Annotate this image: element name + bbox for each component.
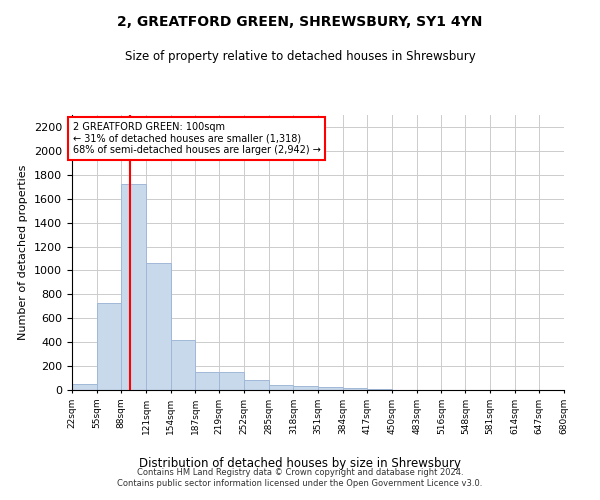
Bar (97, 302, 121, 390)
Bar (293, 386, 318, 390)
Bar (367, 389, 392, 390)
Y-axis label: Number of detached properties: Number of detached properties (19, 165, 28, 340)
Text: Contains HM Land Registry data © Crown copyright and database right 2024.
Contai: Contains HM Land Registry data © Crown c… (118, 468, 482, 487)
Bar (343, 388, 367, 390)
Bar (318, 387, 343, 390)
Text: 2 GREATFORD GREEN: 100sqm
← 31% of detached houses are smaller (1,318)
68% of se: 2 GREATFORD GREEN: 100sqm ← 31% of detac… (73, 122, 320, 156)
Bar (146, 264, 170, 390)
Bar (121, 184, 146, 390)
Bar (196, 372, 220, 390)
Bar (269, 385, 293, 390)
Bar (170, 340, 196, 390)
Bar (244, 380, 269, 390)
Text: 2, GREATFORD GREEN, SHREWSBURY, SY1 4YN: 2, GREATFORD GREEN, SHREWSBURY, SY1 4YN (118, 15, 482, 29)
Bar (220, 372, 244, 390)
Text: Size of property relative to detached houses in Shrewsbury: Size of property relative to detached ho… (125, 50, 475, 63)
Text: Distribution of detached houses by size in Shrewsbury: Distribution of detached houses by size … (139, 458, 461, 470)
Bar (72, 384, 97, 390)
